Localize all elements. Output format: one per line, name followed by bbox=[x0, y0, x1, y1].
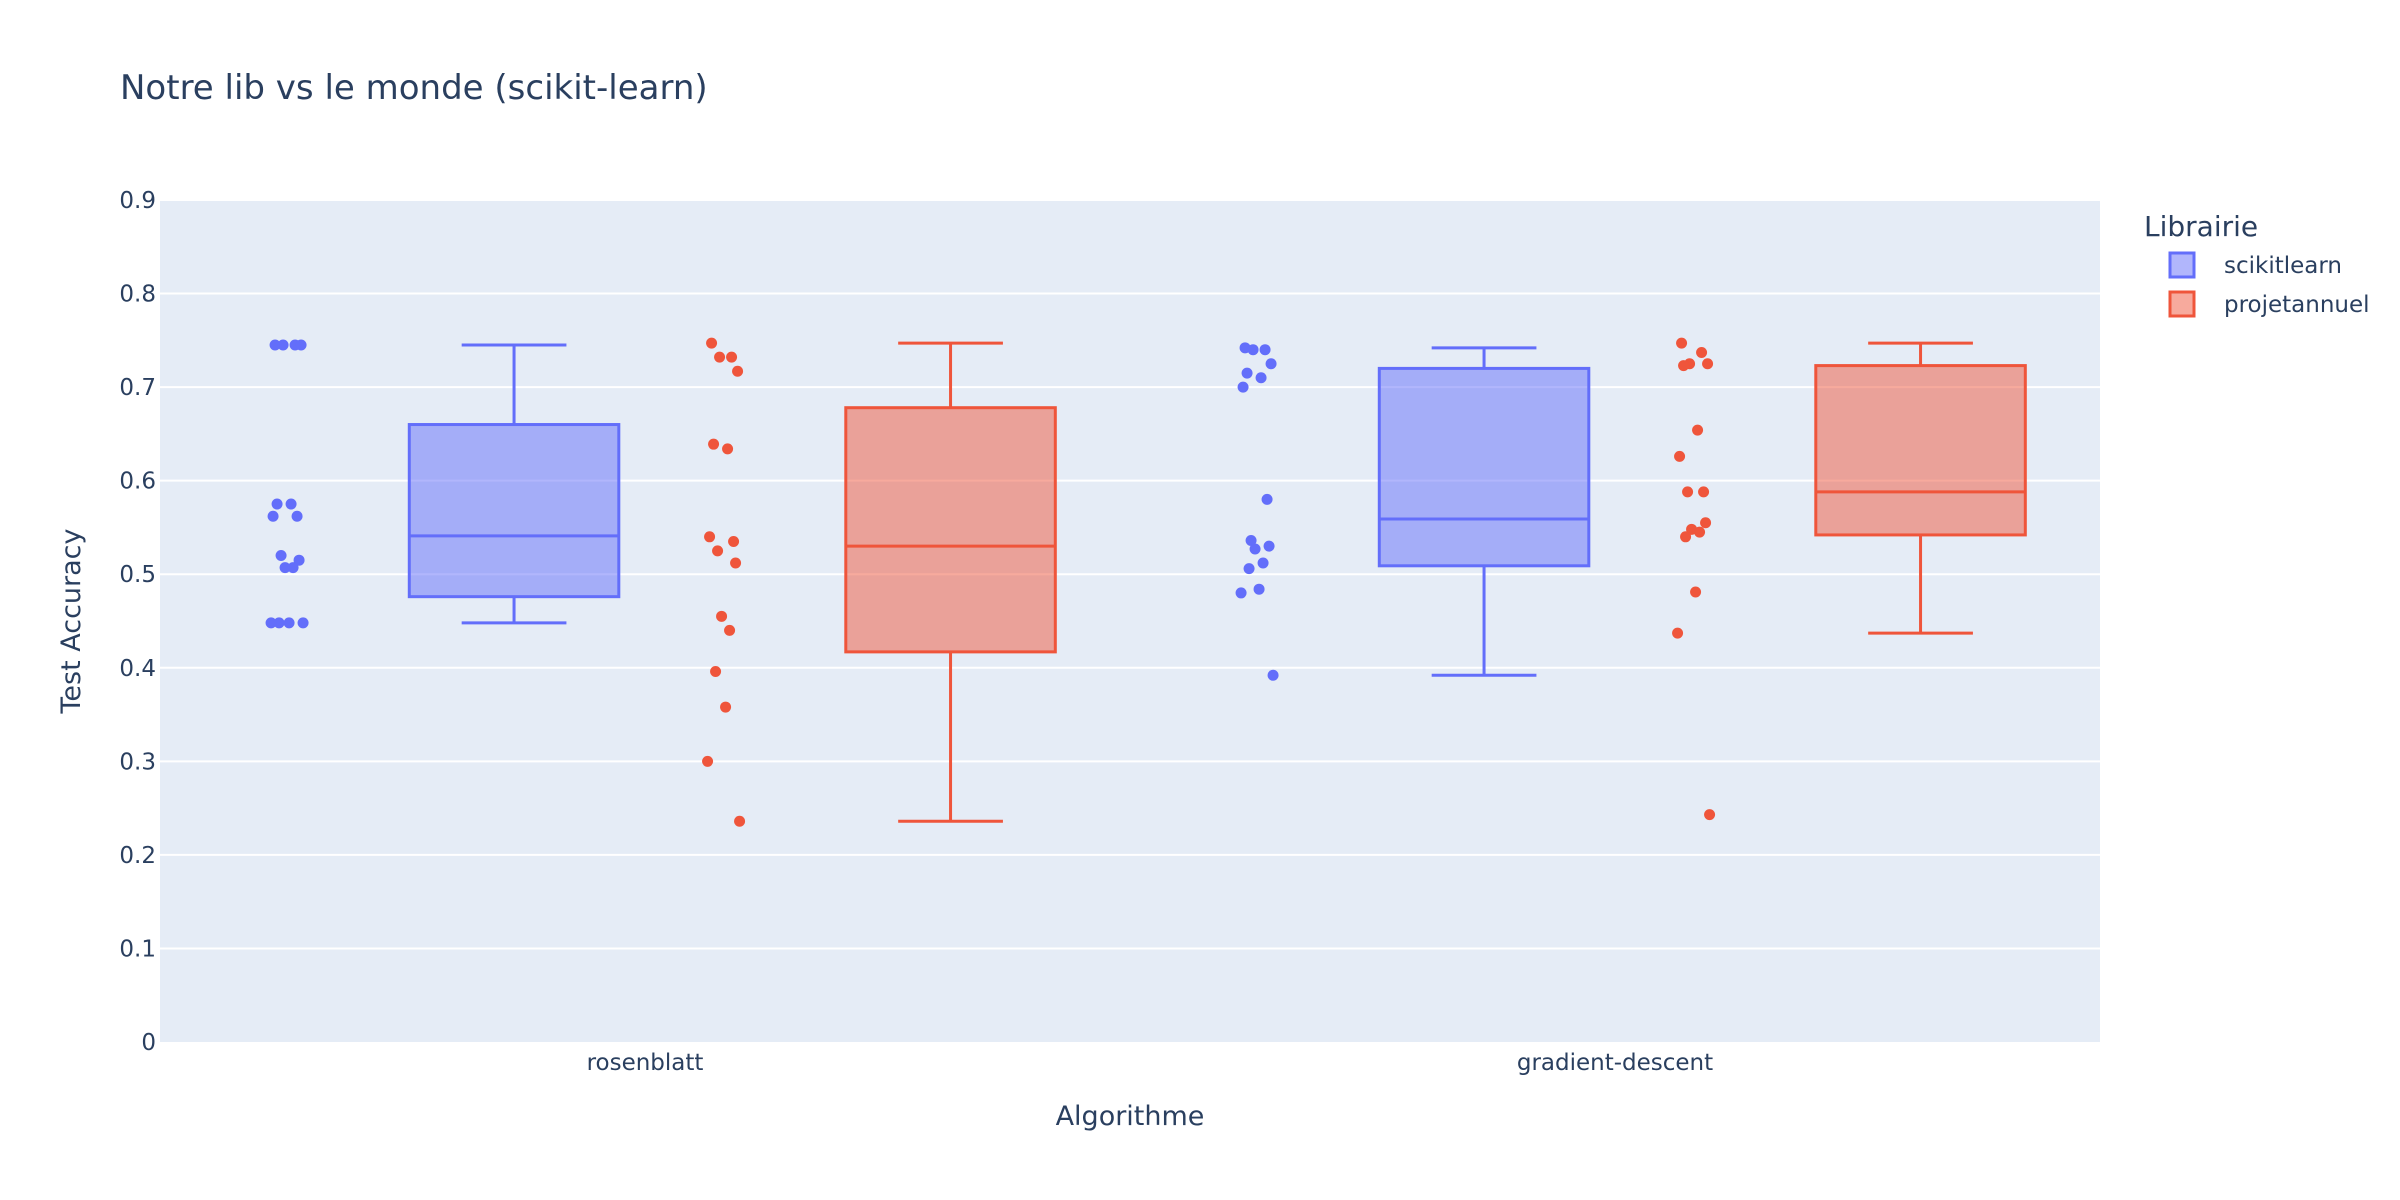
data-point bbox=[1235, 587, 1247, 599]
data-point bbox=[728, 535, 740, 547]
data-point bbox=[732, 365, 744, 377]
data-point bbox=[1247, 344, 1259, 356]
data-point bbox=[1241, 367, 1253, 379]
data-point bbox=[275, 550, 287, 562]
data-point bbox=[1692, 424, 1704, 436]
data-point bbox=[1702, 358, 1714, 370]
data-point bbox=[1690, 586, 1702, 598]
data-point bbox=[1680, 531, 1692, 543]
legend-label: projetannuel bbox=[2224, 292, 2370, 318]
data-point bbox=[1672, 627, 1684, 639]
data-point bbox=[1253, 583, 1265, 595]
y-tick-label: 0 bbox=[141, 1030, 156, 1056]
data-point bbox=[277, 339, 289, 351]
y-tick-label: 0.2 bbox=[119, 843, 156, 869]
data-point bbox=[291, 510, 303, 522]
data-point bbox=[1245, 535, 1257, 547]
y-axis-ticks: 0 0.1 0.2 0.3 0.4 0.5 0.6 0.7 0.8 0.9 bbox=[119, 188, 156, 1056]
data-point bbox=[714, 351, 726, 363]
box-iqr bbox=[844, 406, 1057, 654]
plot-background bbox=[160, 200, 2100, 1042]
chart-title: Notre lib vs le monde (scikit-learn) bbox=[120, 68, 708, 108]
data-point bbox=[730, 557, 742, 569]
data-point bbox=[267, 510, 279, 522]
box-iqr bbox=[1377, 366, 1591, 568]
data-point bbox=[279, 562, 291, 574]
y-tick-label: 0.9 bbox=[119, 188, 156, 214]
data-point bbox=[271, 498, 283, 510]
legend-swatch bbox=[2168, 251, 2196, 279]
data-point bbox=[1249, 543, 1261, 555]
data-point bbox=[720, 701, 732, 713]
data-point bbox=[722, 443, 734, 455]
data-point bbox=[702, 755, 714, 767]
data-point bbox=[293, 554, 305, 566]
x-tick-label: rosenblatt bbox=[587, 1050, 704, 1076]
legend-items: scikitlearn projetannuel bbox=[2168, 251, 2370, 318]
data-point bbox=[1698, 486, 1710, 498]
data-point bbox=[1257, 557, 1269, 569]
data-point bbox=[1267, 669, 1279, 681]
x-tick-label: gradient-descent bbox=[1517, 1050, 1713, 1076]
legend-item-scikitlearn[interactable]: scikitlearn bbox=[2168, 251, 2342, 279]
data-point bbox=[283, 617, 295, 629]
data-point bbox=[1704, 809, 1716, 821]
data-point bbox=[1265, 358, 1277, 370]
y-tick-label: 0.8 bbox=[119, 282, 156, 308]
data-point bbox=[273, 617, 285, 629]
data-point bbox=[1263, 540, 1275, 552]
data-point bbox=[1678, 360, 1690, 372]
data-point bbox=[706, 337, 718, 349]
data-point bbox=[1259, 344, 1271, 356]
data-point bbox=[1682, 486, 1694, 498]
data-point bbox=[1237, 381, 1249, 393]
legend-item-projetannuel[interactable]: projetannuel bbox=[2168, 290, 2370, 318]
x-axis-title: Algorithme bbox=[1056, 1101, 1205, 1132]
data-point bbox=[1243, 563, 1255, 575]
y-tick-label: 0.7 bbox=[119, 375, 156, 401]
data-point bbox=[269, 339, 281, 351]
data-point bbox=[1694, 526, 1706, 538]
data-point bbox=[265, 617, 277, 629]
data-point bbox=[287, 562, 299, 574]
data-point bbox=[1700, 517, 1712, 529]
legend-swatch bbox=[2168, 290, 2196, 318]
y-tick-label: 0.4 bbox=[119, 656, 156, 682]
data-point bbox=[1696, 346, 1708, 358]
chart-marks bbox=[265, 337, 2027, 827]
y-axis-title: Test Accuracy bbox=[56, 528, 87, 714]
data-point bbox=[726, 351, 738, 363]
data-point bbox=[297, 617, 309, 629]
legend-label: scikitlearn bbox=[2224, 253, 2342, 279]
y-tick-label: 0.3 bbox=[119, 749, 156, 775]
data-point bbox=[716, 610, 728, 622]
box-iqr bbox=[407, 423, 621, 599]
data-point bbox=[1674, 450, 1686, 462]
box-iqr bbox=[1814, 364, 2027, 537]
data-point bbox=[710, 666, 722, 678]
data-point bbox=[734, 815, 746, 827]
y-tick-label: 0.6 bbox=[119, 469, 156, 495]
y-tick-label: 0.1 bbox=[119, 936, 156, 962]
data-point bbox=[295, 339, 307, 351]
legend-title: Librairie bbox=[2144, 210, 2258, 243]
data-point bbox=[704, 531, 716, 543]
data-point bbox=[1676, 337, 1688, 349]
data-point bbox=[285, 498, 297, 510]
data-point bbox=[712, 545, 724, 557]
data-point bbox=[724, 624, 736, 636]
legend[interactable]: Librairie scikitlearn projetannuel bbox=[2144, 210, 2370, 318]
data-point bbox=[1255, 372, 1267, 384]
x-axis-ticks: rosenblatt gradient-descent bbox=[587, 1050, 1714, 1076]
y-tick-label: 0.5 bbox=[119, 562, 156, 588]
data-point bbox=[1261, 493, 1273, 505]
data-point bbox=[708, 438, 720, 450]
